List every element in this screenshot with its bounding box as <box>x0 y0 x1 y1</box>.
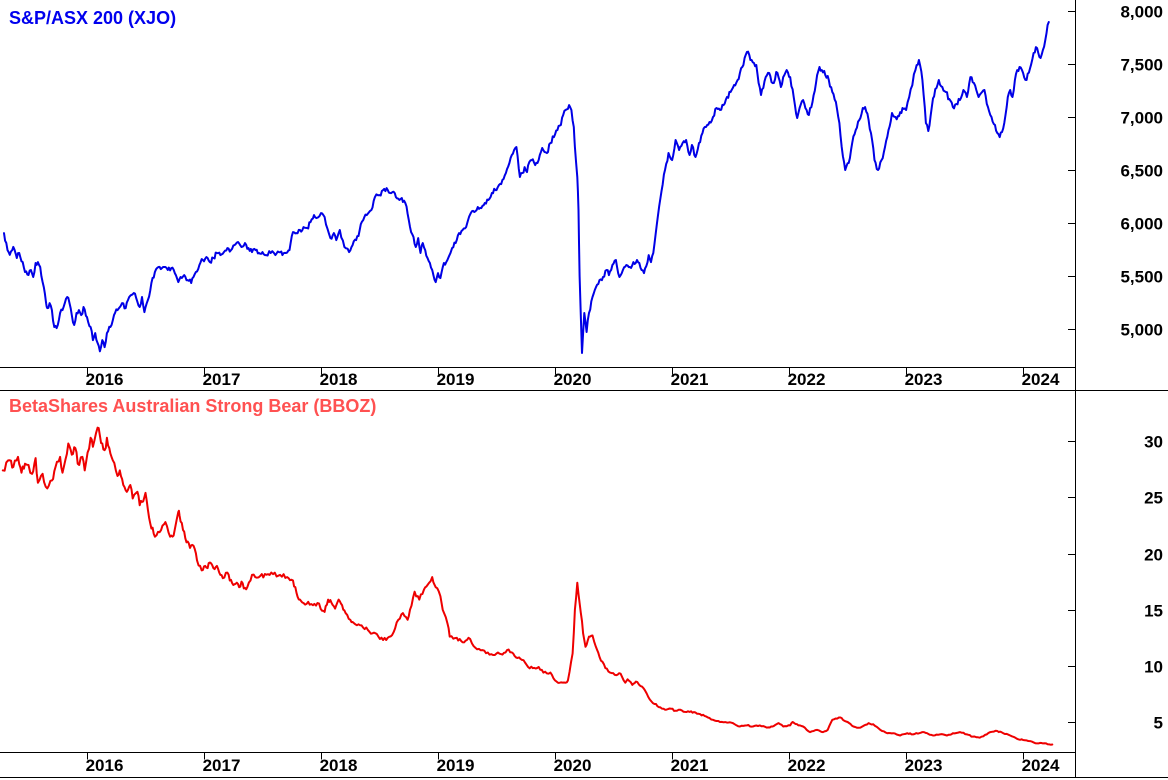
x-tick-label: 2019 <box>437 370 475 389</box>
y-tick-label: 6,500 <box>1120 162 1163 181</box>
x-tick-label: 2022 <box>788 370 826 389</box>
x-tick-label: 2017 <box>203 756 241 775</box>
top-chart-title: S&P/ASX 200 (XJO) <box>9 8 177 28</box>
x-tick-label: 2016 <box>86 370 124 389</box>
y-tick-label: 30 <box>1144 433 1163 452</box>
x-tick-label: 2021 <box>671 756 709 775</box>
x-tick-label: 2020 <box>554 756 592 775</box>
y-tick-label: 7,500 <box>1120 56 1163 75</box>
x-tick-label: 2018 <box>320 370 358 389</box>
y-tick-label: 5,000 <box>1120 321 1163 340</box>
x-tick-label: 2021 <box>671 370 709 389</box>
x-tick-label: 2019 <box>437 756 475 775</box>
x-tick-label: 2024 <box>1022 756 1060 775</box>
bboz-series-line <box>1 426 1054 746</box>
y-tick-label: 5,500 <box>1120 268 1163 287</box>
y-tick-label: 5 <box>1154 714 1163 733</box>
x-tick-label: 2023 <box>905 370 943 389</box>
y-tick-label: 20 <box>1144 546 1163 565</box>
x-tick-label: 2016 <box>86 756 124 775</box>
y-tick-label: 25 <box>1144 489 1163 508</box>
x-tick-label: 2017 <box>203 370 241 389</box>
y-tick-label: 15 <box>1144 602 1163 621</box>
y-tick-label: 8,000 <box>1120 3 1163 22</box>
x-tick-label: 2020 <box>554 370 592 389</box>
x-tick-label: 2023 <box>905 756 943 775</box>
x-tick-label: 2024 <box>1022 370 1060 389</box>
y-tick-label: 6,000 <box>1120 215 1163 234</box>
x-tick-label: 2022 <box>788 756 826 775</box>
xjo-series-line <box>3 21 1050 354</box>
y-tick-label: 10 <box>1144 658 1163 677</box>
x-tick-label: 2018 <box>320 756 358 775</box>
bottom-chart-title: BetaShares Australian Strong Bear (BBOZ) <box>9 396 377 416</box>
y-tick-label: 7,000 <box>1120 109 1163 128</box>
